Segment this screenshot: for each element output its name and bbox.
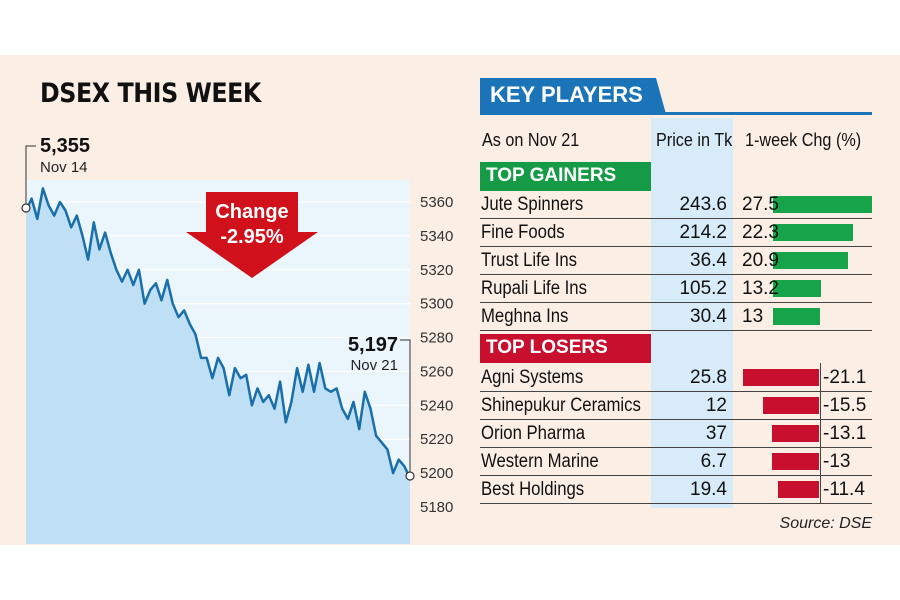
gain-bar bbox=[773, 196, 872, 213]
y-tick-label: 5240 bbox=[420, 397, 453, 414]
company-name: Meghna Ins bbox=[481, 306, 569, 327]
header-rule bbox=[480, 112, 872, 115]
top-gainers-label: TOP GAINERS bbox=[480, 162, 651, 191]
price-value: 105.2 bbox=[679, 278, 727, 299]
company-name: Rupali Life Ins bbox=[481, 278, 587, 299]
company-name: Agni Systems bbox=[481, 367, 584, 388]
company-name: Trust Life Ins bbox=[481, 250, 578, 271]
price-value: 36.4 bbox=[690, 250, 727, 271]
y-tick-label: 5280 bbox=[420, 330, 453, 347]
loss-bar bbox=[777, 481, 819, 498]
y-tick-label: 5260 bbox=[420, 363, 453, 380]
price-column-header: Price in Tk bbox=[656, 130, 733, 150]
company-name: Fine Foods bbox=[481, 222, 565, 243]
company-name: Jute Spinners bbox=[481, 194, 584, 215]
loss-bar bbox=[763, 397, 819, 414]
zero-line bbox=[820, 419, 821, 447]
start-date: Nov 14 bbox=[40, 159, 88, 176]
company-name: Shinepukur Ceramics bbox=[481, 395, 641, 416]
change-value: 13.2 bbox=[742, 278, 779, 299]
gain-bar bbox=[773, 252, 849, 269]
price-value: 37 bbox=[705, 423, 727, 444]
loser-row: Western Marine 6.7 -13 bbox=[480, 447, 872, 476]
gain-bar bbox=[773, 308, 820, 325]
start-callout-line bbox=[25, 145, 36, 204]
source-note: Source: DSE bbox=[779, 515, 872, 532]
zero-line bbox=[820, 391, 821, 419]
end-callout-line bbox=[400, 339, 411, 472]
zero-line bbox=[820, 475, 821, 503]
change-column-header: 1-week Chg (%) bbox=[745, 130, 862, 150]
loser-row: Agni Systems 25.8 -21.1 bbox=[480, 363, 872, 392]
loss-bar bbox=[771, 425, 819, 442]
price-value: 214.2 bbox=[679, 222, 727, 243]
start-value: 5,355 bbox=[40, 135, 90, 157]
price-value: 6.7 bbox=[700, 451, 727, 472]
index-area bbox=[26, 188, 410, 544]
change-value: -15.5 bbox=[823, 395, 867, 416]
as-on-date: As on Nov 21 bbox=[482, 130, 580, 150]
change-arrow bbox=[186, 192, 318, 278]
zero-line bbox=[820, 363, 821, 391]
price-value: 19.4 bbox=[690, 479, 727, 500]
index-line bbox=[24, 187, 412, 479]
change-label: Change bbox=[215, 201, 288, 223]
gainer-row: Fine Foods 214.2 22.3 bbox=[480, 219, 872, 247]
change-value: -13 bbox=[823, 451, 851, 472]
price-value: 30.4 bbox=[690, 306, 727, 327]
gainer-row: Meghna Ins 30.4 13 bbox=[480, 303, 872, 331]
gain-bar bbox=[773, 280, 821, 297]
price-value: 12 bbox=[705, 395, 727, 416]
company-name: Orion Pharma bbox=[481, 423, 586, 444]
loser-row: Shinepukur Ceramics 12 -15.5 bbox=[480, 391, 872, 420]
y-tick-label: 5200 bbox=[420, 465, 453, 482]
y-tick-label: 5320 bbox=[420, 262, 453, 279]
change-value: -2.95% bbox=[220, 226, 284, 248]
gainer-row: Trust Life Ins 36.4 20.9 bbox=[480, 247, 872, 275]
change-value: 13 bbox=[742, 306, 764, 327]
end-value: 5,197 bbox=[348, 334, 398, 356]
loss-bar bbox=[743, 369, 819, 386]
y-tick-label: 5220 bbox=[420, 431, 453, 448]
end-marker bbox=[405, 471, 415, 481]
gain-bar bbox=[773, 224, 854, 241]
y-tick-label: 5180 bbox=[420, 499, 453, 516]
y-tick-label: 5300 bbox=[420, 296, 453, 313]
chart-title: DSEX THIS WEEK bbox=[40, 78, 261, 109]
header-tab-edge bbox=[656, 78, 666, 114]
company-name: Western Marine bbox=[481, 451, 599, 472]
price-value: 243.6 bbox=[679, 194, 727, 215]
y-tick-label: 5360 bbox=[420, 194, 453, 211]
change-value: 27.5 bbox=[742, 194, 779, 215]
change-value: -13.1 bbox=[823, 423, 867, 444]
price-value: 25.8 bbox=[690, 367, 727, 388]
gainer-row: Rupali Life Ins 105.2 13.2 bbox=[480, 275, 872, 303]
change-value: 20.9 bbox=[742, 250, 779, 271]
start-marker bbox=[21, 203, 31, 213]
loser-row: Orion Pharma 37 -13.1 bbox=[480, 419, 872, 448]
y-tick-label: 5340 bbox=[420, 228, 453, 245]
end-date: Nov 21 bbox=[350, 357, 398, 374]
top-losers-label: TOP LOSERS bbox=[480, 334, 651, 363]
change-value: -21.1 bbox=[823, 367, 867, 388]
loser-row: Best Holdings 19.4 -11.4 bbox=[480, 475, 872, 504]
key-players-header: KEY PLAYERS bbox=[480, 78, 656, 114]
zero-line bbox=[820, 447, 821, 475]
change-value: 22.3 bbox=[742, 222, 779, 243]
loss-bar bbox=[772, 453, 819, 470]
gainer-row: Jute Spinners 243.6 27.5 bbox=[480, 191, 872, 219]
price-column-shade bbox=[651, 118, 733, 508]
company-name: Best Holdings bbox=[481, 479, 585, 500]
change-value: -11.4 bbox=[823, 479, 865, 500]
